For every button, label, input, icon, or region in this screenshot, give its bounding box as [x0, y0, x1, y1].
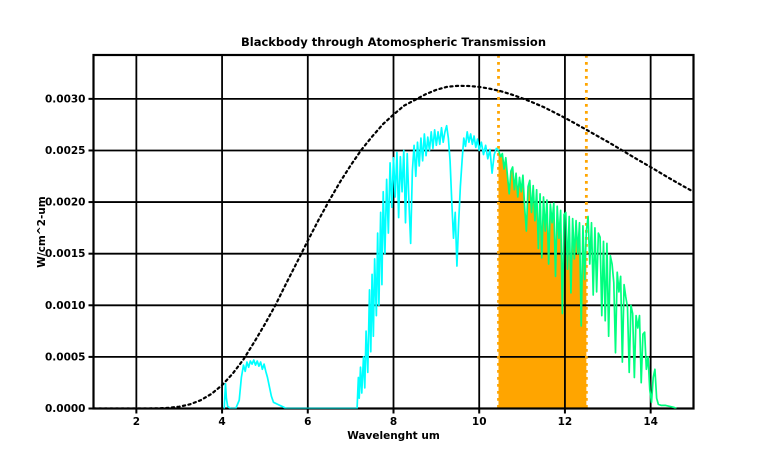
- y-tick-label: 0.0015: [45, 248, 86, 260]
- series-transmission_cyan: [223, 124, 500, 409]
- x-tick-label: 12: [558, 416, 573, 428]
- y-tick-label: 0.0010: [45, 300, 86, 312]
- series-transmission_green: [497, 150, 677, 409]
- band-fill: [498, 150, 587, 409]
- series-blackbody_envelope_dotted: [93, 84, 694, 409]
- x-tick-label: 8: [390, 416, 397, 428]
- x-tick-label: 6: [304, 416, 311, 428]
- y-tick-label: 0.0020: [45, 197, 86, 209]
- y-axis-label: W/cm^2-um: [36, 196, 48, 268]
- y-tick-label: 0.0005: [45, 351, 86, 363]
- x-tick-label: 4: [218, 416, 225, 428]
- x-axis-label: Wavelenght um: [347, 430, 440, 442]
- x-tick-label: 14: [643, 416, 658, 428]
- y-tick-label: 0.0025: [45, 145, 86, 157]
- x-tick-label: 2: [133, 416, 140, 428]
- chart-title: Blackbody through Atomospheric Transmiss…: [240, 35, 547, 49]
- x-tick-label: 10: [472, 416, 487, 428]
- y-tick-label: 0.0030: [45, 93, 86, 105]
- y-tick-label: 0.0000: [45, 403, 86, 415]
